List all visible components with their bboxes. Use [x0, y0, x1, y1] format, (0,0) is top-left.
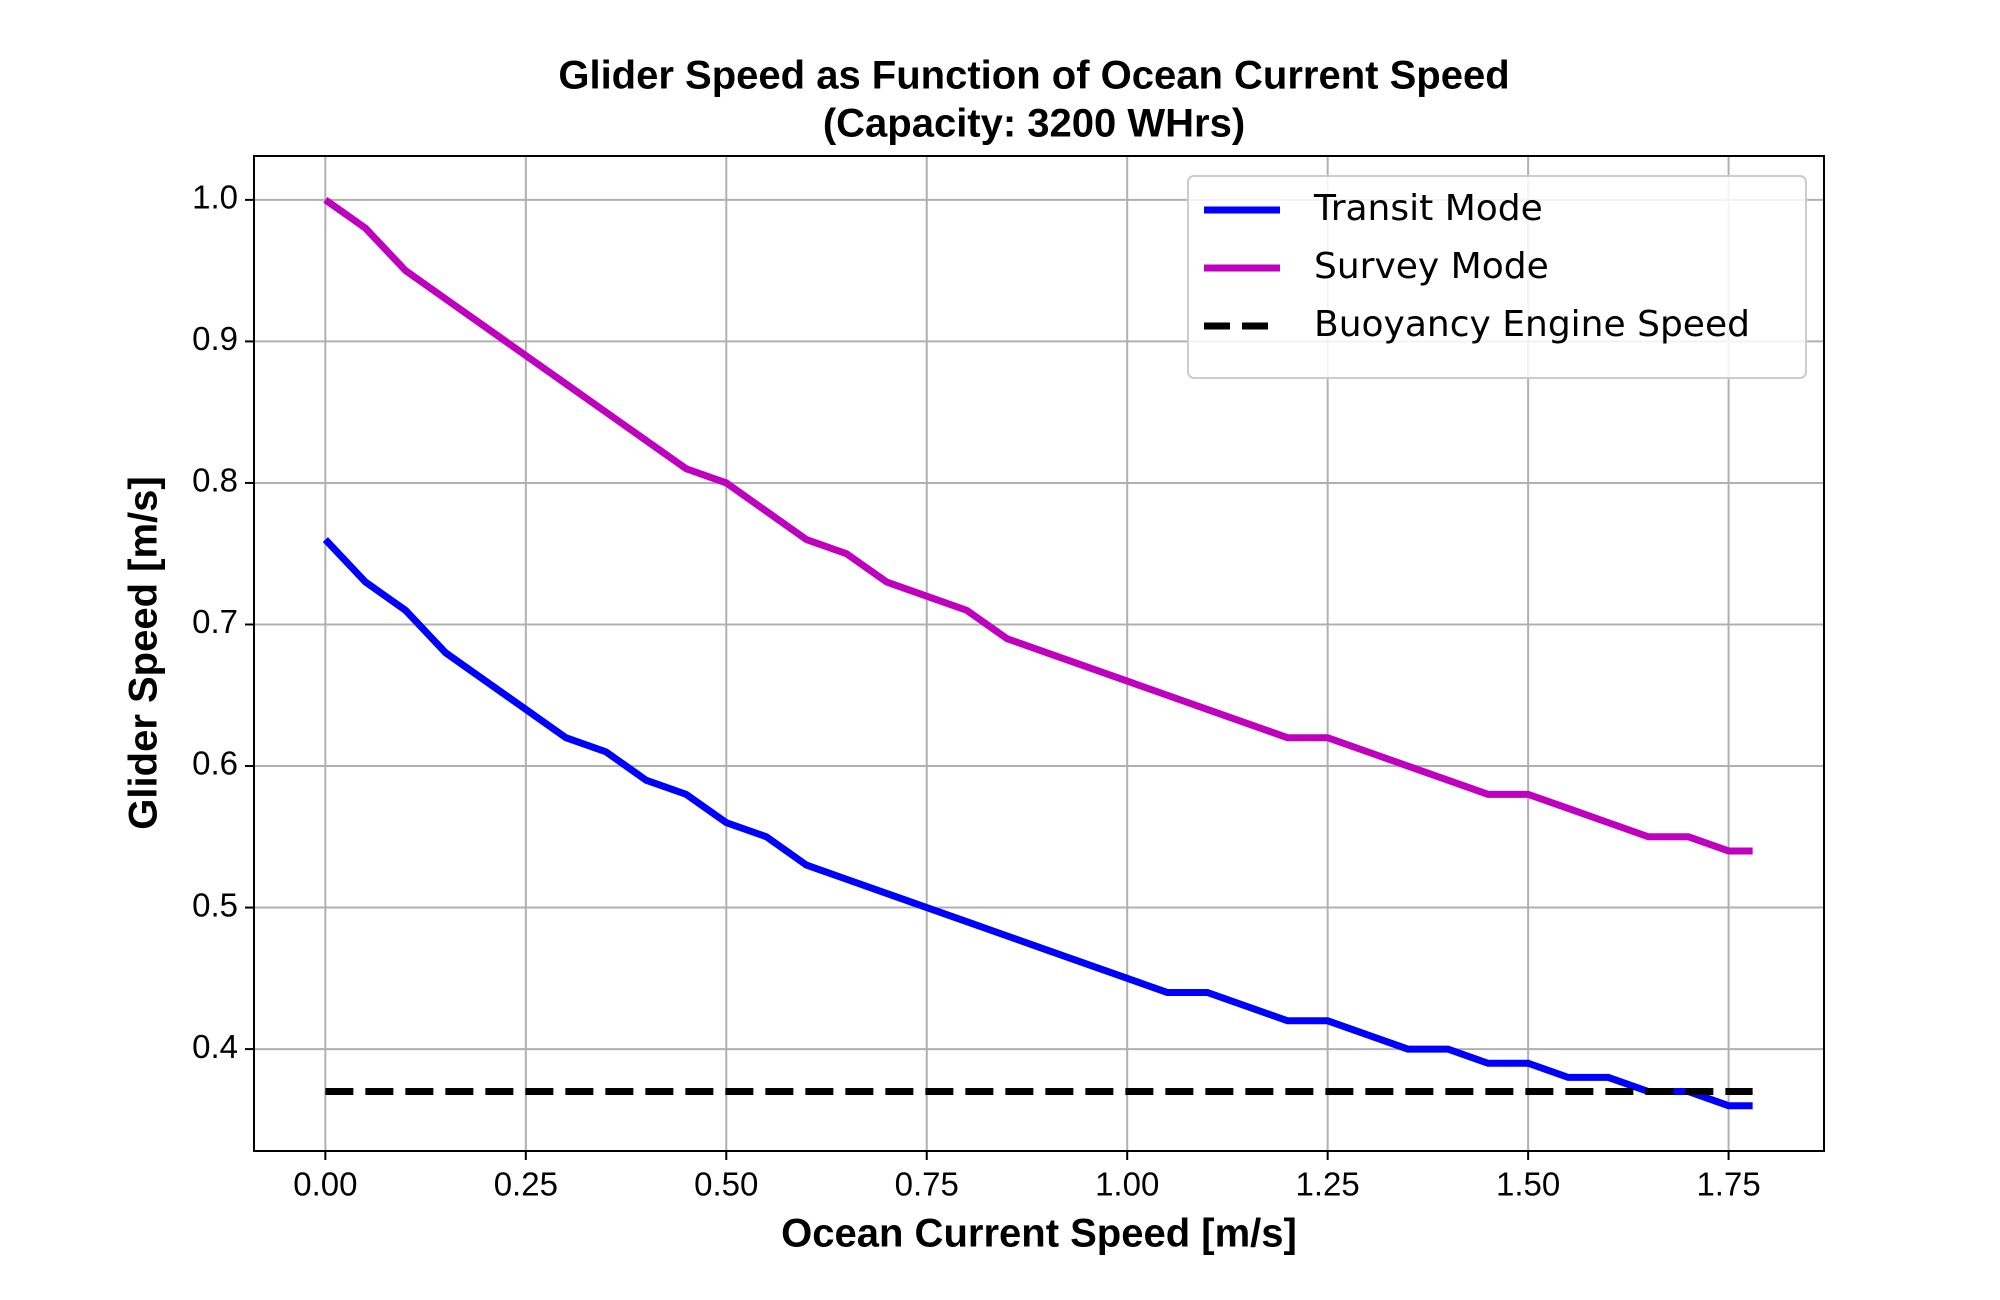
y-tick-label: 0.5	[192, 886, 238, 923]
plot-frame	[253, 155, 1825, 1152]
y-tick-label: 0.9	[192, 320, 238, 357]
legend-label: Transit Mode	[1313, 188, 1543, 229]
x-tick-label: 0.50	[694, 1166, 758, 1203]
x-tick-label: 0.75	[895, 1166, 959, 1203]
x-tick-label: 1.75	[1696, 1166, 1760, 1203]
series-line	[322, 537, 1753, 1110]
x-tick-label: 1.00	[1095, 1166, 1159, 1203]
x-tick-label: 0.25	[494, 1166, 558, 1203]
y-axis-label: Glider Speed [m/s]	[122, 476, 166, 829]
y-tick-label: 0.6	[192, 745, 238, 782]
y-tick-label: 0.7	[192, 603, 238, 640]
legend-label: Buoyancy Engine Speed	[1314, 304, 1750, 345]
x-tick-label: 1.50	[1496, 1166, 1560, 1203]
x-tick-label: 0.00	[293, 1166, 357, 1203]
chart-subtitle: (Capacity: 3200 WHrs)	[823, 102, 1245, 146]
legend-label: Survey Mode	[1314, 246, 1549, 287]
y-tick-label: 0.8	[192, 462, 238, 499]
legend-box	[1187, 175, 1807, 379]
y-tick-label: 1.0	[192, 179, 238, 216]
x-tick-label: 1.25	[1296, 1166, 1360, 1203]
chart-title: Glider Speed as Function of Ocean Curren…	[558, 54, 1509, 98]
x-axis-label: Ocean Current Speed [m/s]	[781, 1212, 1297, 1256]
y-tick-label: 0.4	[192, 1028, 238, 1065]
series-line	[323, 197, 1753, 855]
